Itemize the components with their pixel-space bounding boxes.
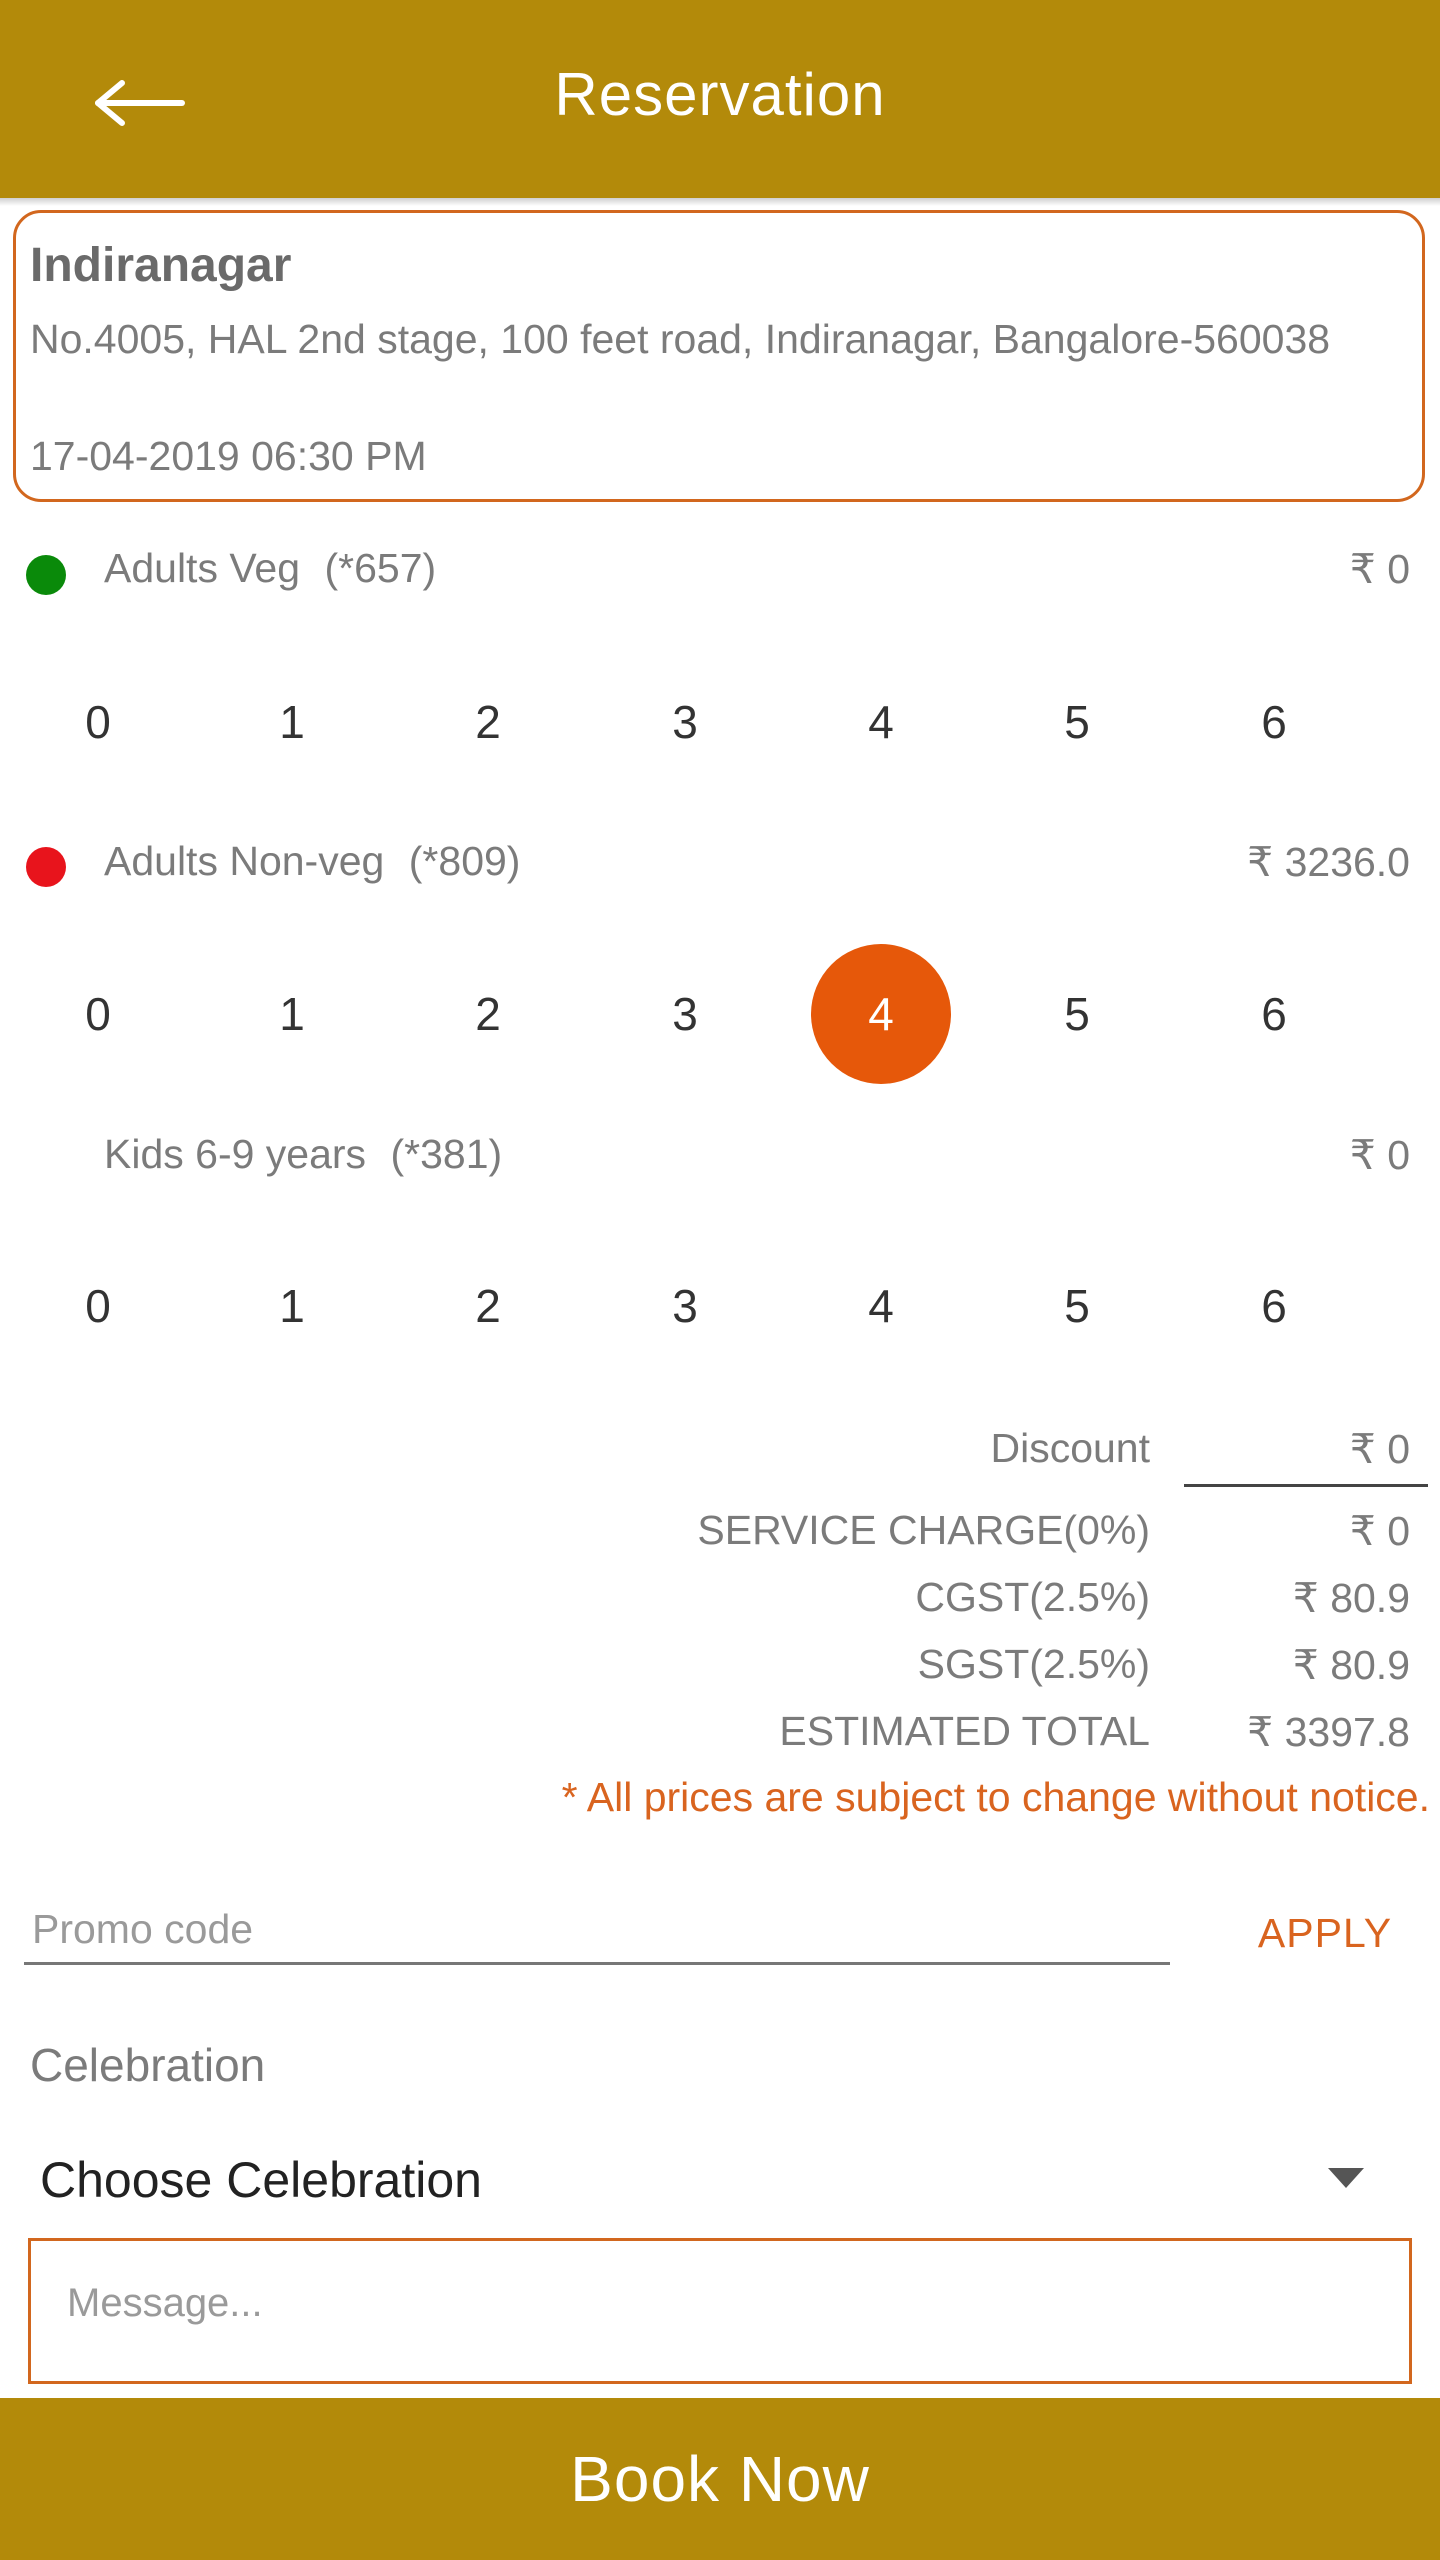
veg-indicator-icon [26, 555, 66, 595]
group-label-adults-veg: Adults Veg (*657) [104, 545, 436, 592]
count-option[interactable]: 1 [279, 1280, 305, 1332]
service-charge-value: ₹ 0 [1349, 1508, 1410, 1554]
sgst-label: SGST(2.5%) [917, 1641, 1150, 1687]
count-option[interactable]: 0 [85, 1280, 111, 1332]
count-option[interactable]: 2 [475, 696, 501, 748]
count-option[interactable]: 5 [1064, 988, 1090, 1040]
promo-underline [24, 1962, 1170, 1965]
count-option[interactable]: 5 [1064, 1280, 1090, 1332]
count-option[interactable]: 4 [868, 696, 894, 748]
count-option[interactable]: 3 [672, 696, 698, 748]
count-option[interactable]: 3 [672, 988, 698, 1040]
sgst-value: ₹ 80.9 [1292, 1642, 1410, 1688]
group-code: (*809) [408, 838, 521, 884]
branch-address: No.4005, HAL 2nd stage, 100 feet road, I… [30, 316, 1331, 362]
count-option[interactable]: 0 [85, 696, 111, 748]
celebration-selected-value: Choose Celebration [40, 2152, 482, 2208]
count-option[interactable]: 6 [1261, 696, 1287, 748]
group-price-adults-non-veg: ₹ 3236.0 [1247, 839, 1410, 885]
promo-code-input[interactable] [24, 1894, 1180, 1964]
count-option[interactable]: 2 [475, 1280, 501, 1332]
group-name: Kids 6-9 years [104, 1131, 367, 1177]
discount-underline [1184, 1484, 1428, 1487]
count-option[interactable]: 6 [1261, 1280, 1287, 1332]
group-code: (*381) [390, 1131, 503, 1177]
count-option[interactable]: 1 [279, 696, 305, 748]
estimated-total-label: ESTIMATED TOTAL [779, 1708, 1150, 1754]
discount-value: ₹ 0 [1349, 1426, 1410, 1472]
reservation-datetime: 17-04-2019 06:30 PM [30, 433, 427, 479]
count-option[interactable]: 1 [279, 988, 305, 1040]
non-veg-indicator-icon [26, 847, 66, 887]
back-button[interactable] [80, 55, 200, 150]
group-label-adults-non-veg: Adults Non-veg (*809) [104, 838, 520, 885]
discount-label: Discount [990, 1425, 1150, 1471]
arrow-left-icon [95, 79, 185, 126]
count-selector-adults-non-veg: 0 1 2 3 4 5 6 [0, 944, 1440, 1084]
count-selector-kids: 0 1 2 3 4 5 6 [0, 1236, 1440, 1376]
celebration-label: Celebration [30, 2039, 266, 2091]
branch-name: Indiranagar [30, 239, 292, 292]
apply-button[interactable]: APPLY [1257, 1909, 1393, 1956]
estimated-total-value: ₹ 3397.8 [1247, 1709, 1410, 1755]
count-option[interactable]: 3 [672, 1280, 698, 1332]
dropdown-arrow-icon [1328, 2168, 1364, 2188]
count-option[interactable]: 5 [1064, 696, 1090, 748]
branch-info-card [13, 210, 1425, 502]
service-charge-label: SERVICE CHARGE(0%) [697, 1507, 1150, 1553]
count-selector-adults-veg: 0 1 2 3 4 5 6 [0, 652, 1440, 792]
group-name: Adults Non-veg [104, 838, 385, 884]
count-option[interactable]: 4 [868, 1280, 894, 1332]
cgst-label: CGST(2.5%) [915, 1574, 1150, 1620]
book-now-button[interactable]: Book Now [0, 2398, 1440, 2560]
message-box [28, 2238, 1412, 2384]
group-name: Adults Veg [104, 545, 301, 591]
header-shadow [0, 198, 1440, 206]
page-title: Reservation [554, 61, 886, 128]
count-option[interactable]: 4 [811, 944, 951, 1084]
count-option[interactable]: 6 [1261, 988, 1287, 1040]
count-option[interactable]: 2 [475, 988, 501, 1040]
price-disclaimer: * All prices are subject to change witho… [561, 1774, 1430, 1820]
group-price-kids: ₹ 0 [1349, 1132, 1410, 1178]
app-header [0, 0, 1440, 198]
cgst-value: ₹ 80.9 [1292, 1575, 1410, 1621]
group-code: (*657) [324, 545, 437, 591]
count-option[interactable]: 0 [85, 988, 111, 1040]
message-input[interactable] [31, 2241, 1409, 2381]
group-label-kids: Kids 6-9 years (*381) [104, 1131, 502, 1178]
group-price-adults-veg: ₹ 0 [1349, 546, 1410, 592]
celebration-dropdown[interactable]: Choose Celebration [24, 2140, 1404, 2220]
